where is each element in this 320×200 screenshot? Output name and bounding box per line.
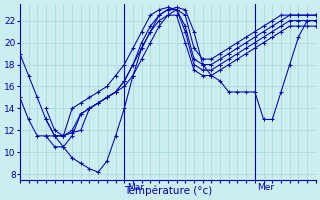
Text: Mer: Mer: [258, 183, 275, 192]
X-axis label: Température (°c): Température (°c): [124, 185, 212, 196]
Text: Mar: Mar: [127, 183, 144, 192]
